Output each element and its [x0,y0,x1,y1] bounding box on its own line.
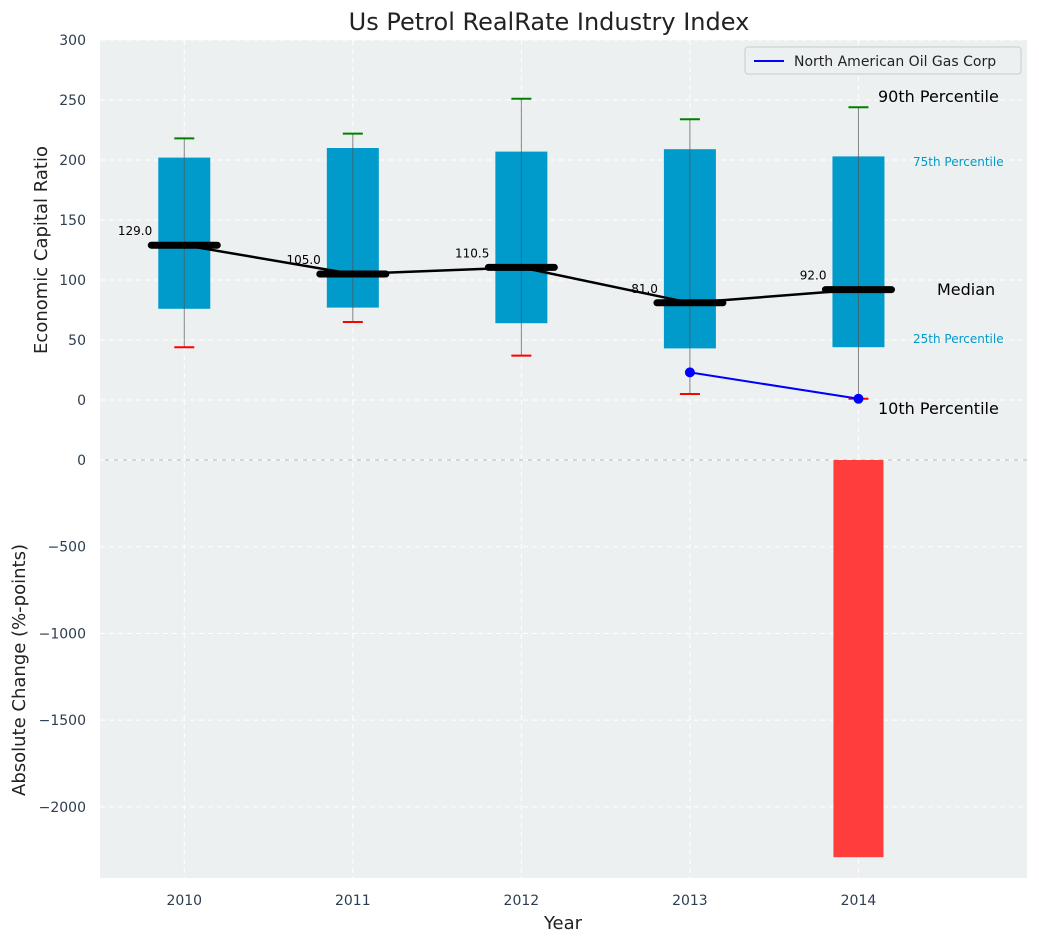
median-value-label: 92.0 [800,269,827,283]
chart-title: Us Petrol RealRate Industry Index [349,8,750,36]
top-y-tick-label: 250 [59,93,86,109]
top-y-axis-label: Economic Capital Ratio [31,146,52,354]
bottom-plot-area [100,460,1027,878]
annotation-10th: 10th Percentile [878,399,999,418]
legend: North American Oil Gas Corp [744,46,1022,75]
median-value-label: 105.0 [286,253,320,267]
x-tick-label: 2012 [504,893,540,909]
bottom-y-tick-label: −2000 [39,800,86,816]
x-tick-label: 2014 [841,893,877,909]
median-value-label: 81.0 [631,282,658,296]
annotation-median: Median [937,280,995,299]
company-point [853,393,864,404]
median-value-label: 129.0 [118,224,152,238]
x-tick-label: 2013 [672,893,708,909]
annotation-25th: 25th Percentile [913,332,1004,346]
annotation-75th: 75th Percentile [913,155,1004,169]
bottom-y-tick-label: −1500 [39,713,86,729]
median-value-label: 110.5 [455,246,489,260]
top-y-tick-label: 150 [59,213,86,229]
top-y-tick-label: 200 [59,153,86,169]
annotation-90th: 90th Percentile [878,87,999,106]
top-y-tick-label: 0 [77,393,86,409]
x-axis-label: Year [543,913,583,934]
bottom-y-tick-label: −1000 [39,626,86,642]
top-y-tick-label: 300 [59,33,86,49]
change-bar [833,460,884,858]
bottom-y-axis-label: Absolute Change (%-points) [9,544,30,796]
x-tick-label: 2010 [166,893,202,909]
company-point [684,367,695,378]
bottom-y-tick-label: 0 [77,453,86,469]
company-line [689,371,859,400]
top-y-tick-label: 100 [59,273,86,289]
bottom-y-tick-label: −500 [48,540,86,556]
x-tick-label: 2011 [335,893,371,909]
top-y-tick-label: 50 [68,333,86,349]
legend-label-company: North American Oil Gas Corp [794,54,996,70]
